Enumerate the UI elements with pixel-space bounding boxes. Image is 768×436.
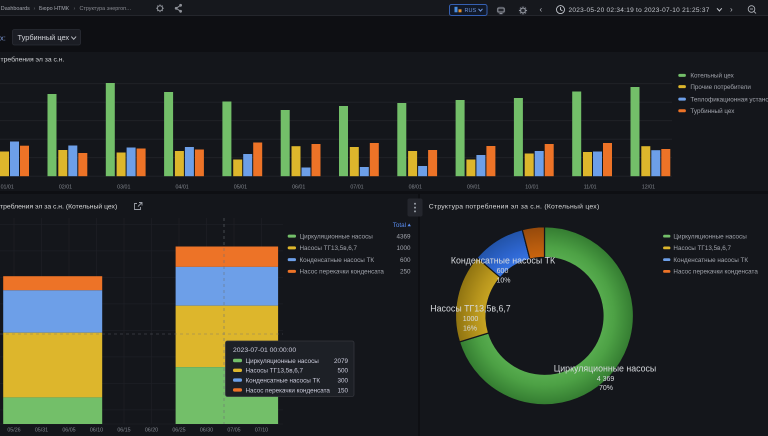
svg-text:08/01: 08/01	[409, 185, 422, 191]
svg-text:Насосы ТГ13,5в,6,7: Насосы ТГ13,5в,6,7	[300, 245, 358, 252]
svg-text:06/20: 06/20	[145, 428, 158, 434]
svg-text:1000: 1000	[463, 316, 479, 323]
svg-text:RUS: RUS	[465, 8, 477, 14]
svg-text:06/01: 06/01	[292, 185, 305, 191]
svg-text:4369: 4369	[396, 233, 411, 240]
svg-text:06/25: 06/25	[172, 428, 185, 434]
svg-text:Структура энергоп…: Структура энергоп…	[80, 6, 132, 12]
svg-text:х:: х:	[0, 34, 6, 43]
svg-text:‹: ‹	[540, 5, 543, 14]
svg-text:06/15: 06/15	[117, 428, 130, 434]
svg-text:10%: 10%	[496, 277, 510, 284]
svg-text:Котельный цех: Котельный цех	[690, 72, 734, 80]
svg-text:требления эл за с.н.: требления эл за с.н.	[1, 56, 65, 64]
svg-text:70%: 70%	[599, 385, 613, 392]
svg-text:300: 300	[337, 378, 348, 385]
svg-text:Циркуляционные насосы: Циркуляционные насосы	[554, 364, 656, 374]
svg-text:250: 250	[400, 269, 411, 276]
svg-text:Насос перекачки конденсата: Насос перекачки конденсата	[246, 387, 331, 394]
svg-text:Total: Total	[393, 222, 406, 229]
svg-text:02/01: 02/01	[59, 185, 72, 191]
svg-text:2023-07-01 00:00:00: 2023-07-01 00:00:00	[233, 347, 296, 354]
svg-text:Насосы ТГ13,5в,6,7: Насосы ТГ13,5в,6,7	[430, 304, 511, 314]
svg-text:Насосы ТГ13,5в,6,7: Насосы ТГ13,5в,6,7	[246, 368, 304, 375]
svg-text:›: ›	[730, 5, 733, 14]
svg-text:500: 500	[337, 368, 348, 375]
svg-text:10/01: 10/01	[525, 185, 538, 191]
svg-text:06/30: 06/30	[200, 428, 213, 434]
svg-text:Турбинный цех: Турбинный цех	[18, 33, 70, 42]
svg-text:12/01: 12/01	[642, 185, 655, 191]
svg-text:07/01: 07/01	[350, 185, 363, 191]
svg-text:600: 600	[497, 268, 509, 275]
svg-text:11/01: 11/01	[584, 185, 597, 191]
svg-text:Dashboards: Dashboards	[1, 6, 30, 12]
svg-text:150: 150	[337, 387, 348, 394]
svg-text:Турбинный цех: Турбинный цех	[690, 107, 735, 115]
svg-text:04/01: 04/01	[175, 185, 188, 191]
svg-text:01/01: 01/01	[1, 185, 14, 191]
svg-text:09/01: 09/01	[467, 185, 480, 191]
svg-text:Конденсатные насосы ТК: Конденсатные насосы ТК	[300, 257, 375, 264]
svg-text:2023-05-20 02:34:19 to 2023-07: 2023-05-20 02:34:19 to 2023-07-10 21:25:…	[569, 7, 710, 14]
svg-text:Теплофикационная установка: Теплофикационная установка	[690, 96, 768, 103]
svg-text:Конденсатные насосы ТК: Конденсатные насосы ТК	[246, 378, 321, 385]
svg-text:Циркуляционные насосы: Циркуляционные насосы	[300, 233, 374, 240]
svg-text:05/26: 05/26	[7, 428, 20, 434]
svg-text:600: 600	[400, 257, 411, 264]
svg-text:05/31: 05/31	[35, 428, 48, 434]
svg-text:Конденсатные насосы ТК: Конденсатные насосы ТК	[451, 256, 556, 266]
svg-text:Циркуляционные насосы: Циркуляционные насосы	[673, 233, 747, 240]
svg-text:Конденсатные насосы ТК: Конденсатные насосы ТК	[673, 257, 748, 264]
svg-text:Насос перекачки конденсата: Насос перекачки конденсата	[300, 269, 385, 276]
svg-text:Насосы ТГ13,5в,6,7: Насосы ТГ13,5в,6,7	[673, 245, 731, 252]
svg-text:1000: 1000	[396, 245, 411, 252]
svg-text:›: ›	[74, 6, 76, 12]
svg-text:07/05: 07/05	[227, 428, 240, 434]
svg-text:›: ›	[34, 6, 36, 12]
svg-text:требления эл за с.н. (Котельны: требления эл за с.н. (Котельный цех)	[0, 202, 117, 210]
svg-text:Прочие потребители: Прочие потребители	[690, 83, 751, 91]
svg-text:07/10: 07/10	[255, 428, 268, 434]
svg-text:03/01: 03/01	[117, 185, 130, 191]
svg-text:Циркуляционные насосы: Циркуляционные насосы	[246, 358, 320, 365]
svg-text:4 369: 4 369	[597, 376, 615, 383]
svg-text:16%: 16%	[463, 326, 477, 333]
svg-text:Структура потребления эл за с.: Структура потребления эл за с.н. (Котель…	[429, 202, 600, 210]
svg-text:06/05: 06/05	[62, 428, 75, 434]
svg-text:06/10: 06/10	[90, 428, 103, 434]
svg-text:Насос перекачки конденсата: Насос перекачки конденсата	[673, 269, 758, 276]
svg-text:Бюро НТМК: Бюро НТМК	[39, 6, 70, 12]
svg-text:2079: 2079	[334, 358, 349, 365]
svg-text:05/01: 05/01	[234, 185, 247, 191]
